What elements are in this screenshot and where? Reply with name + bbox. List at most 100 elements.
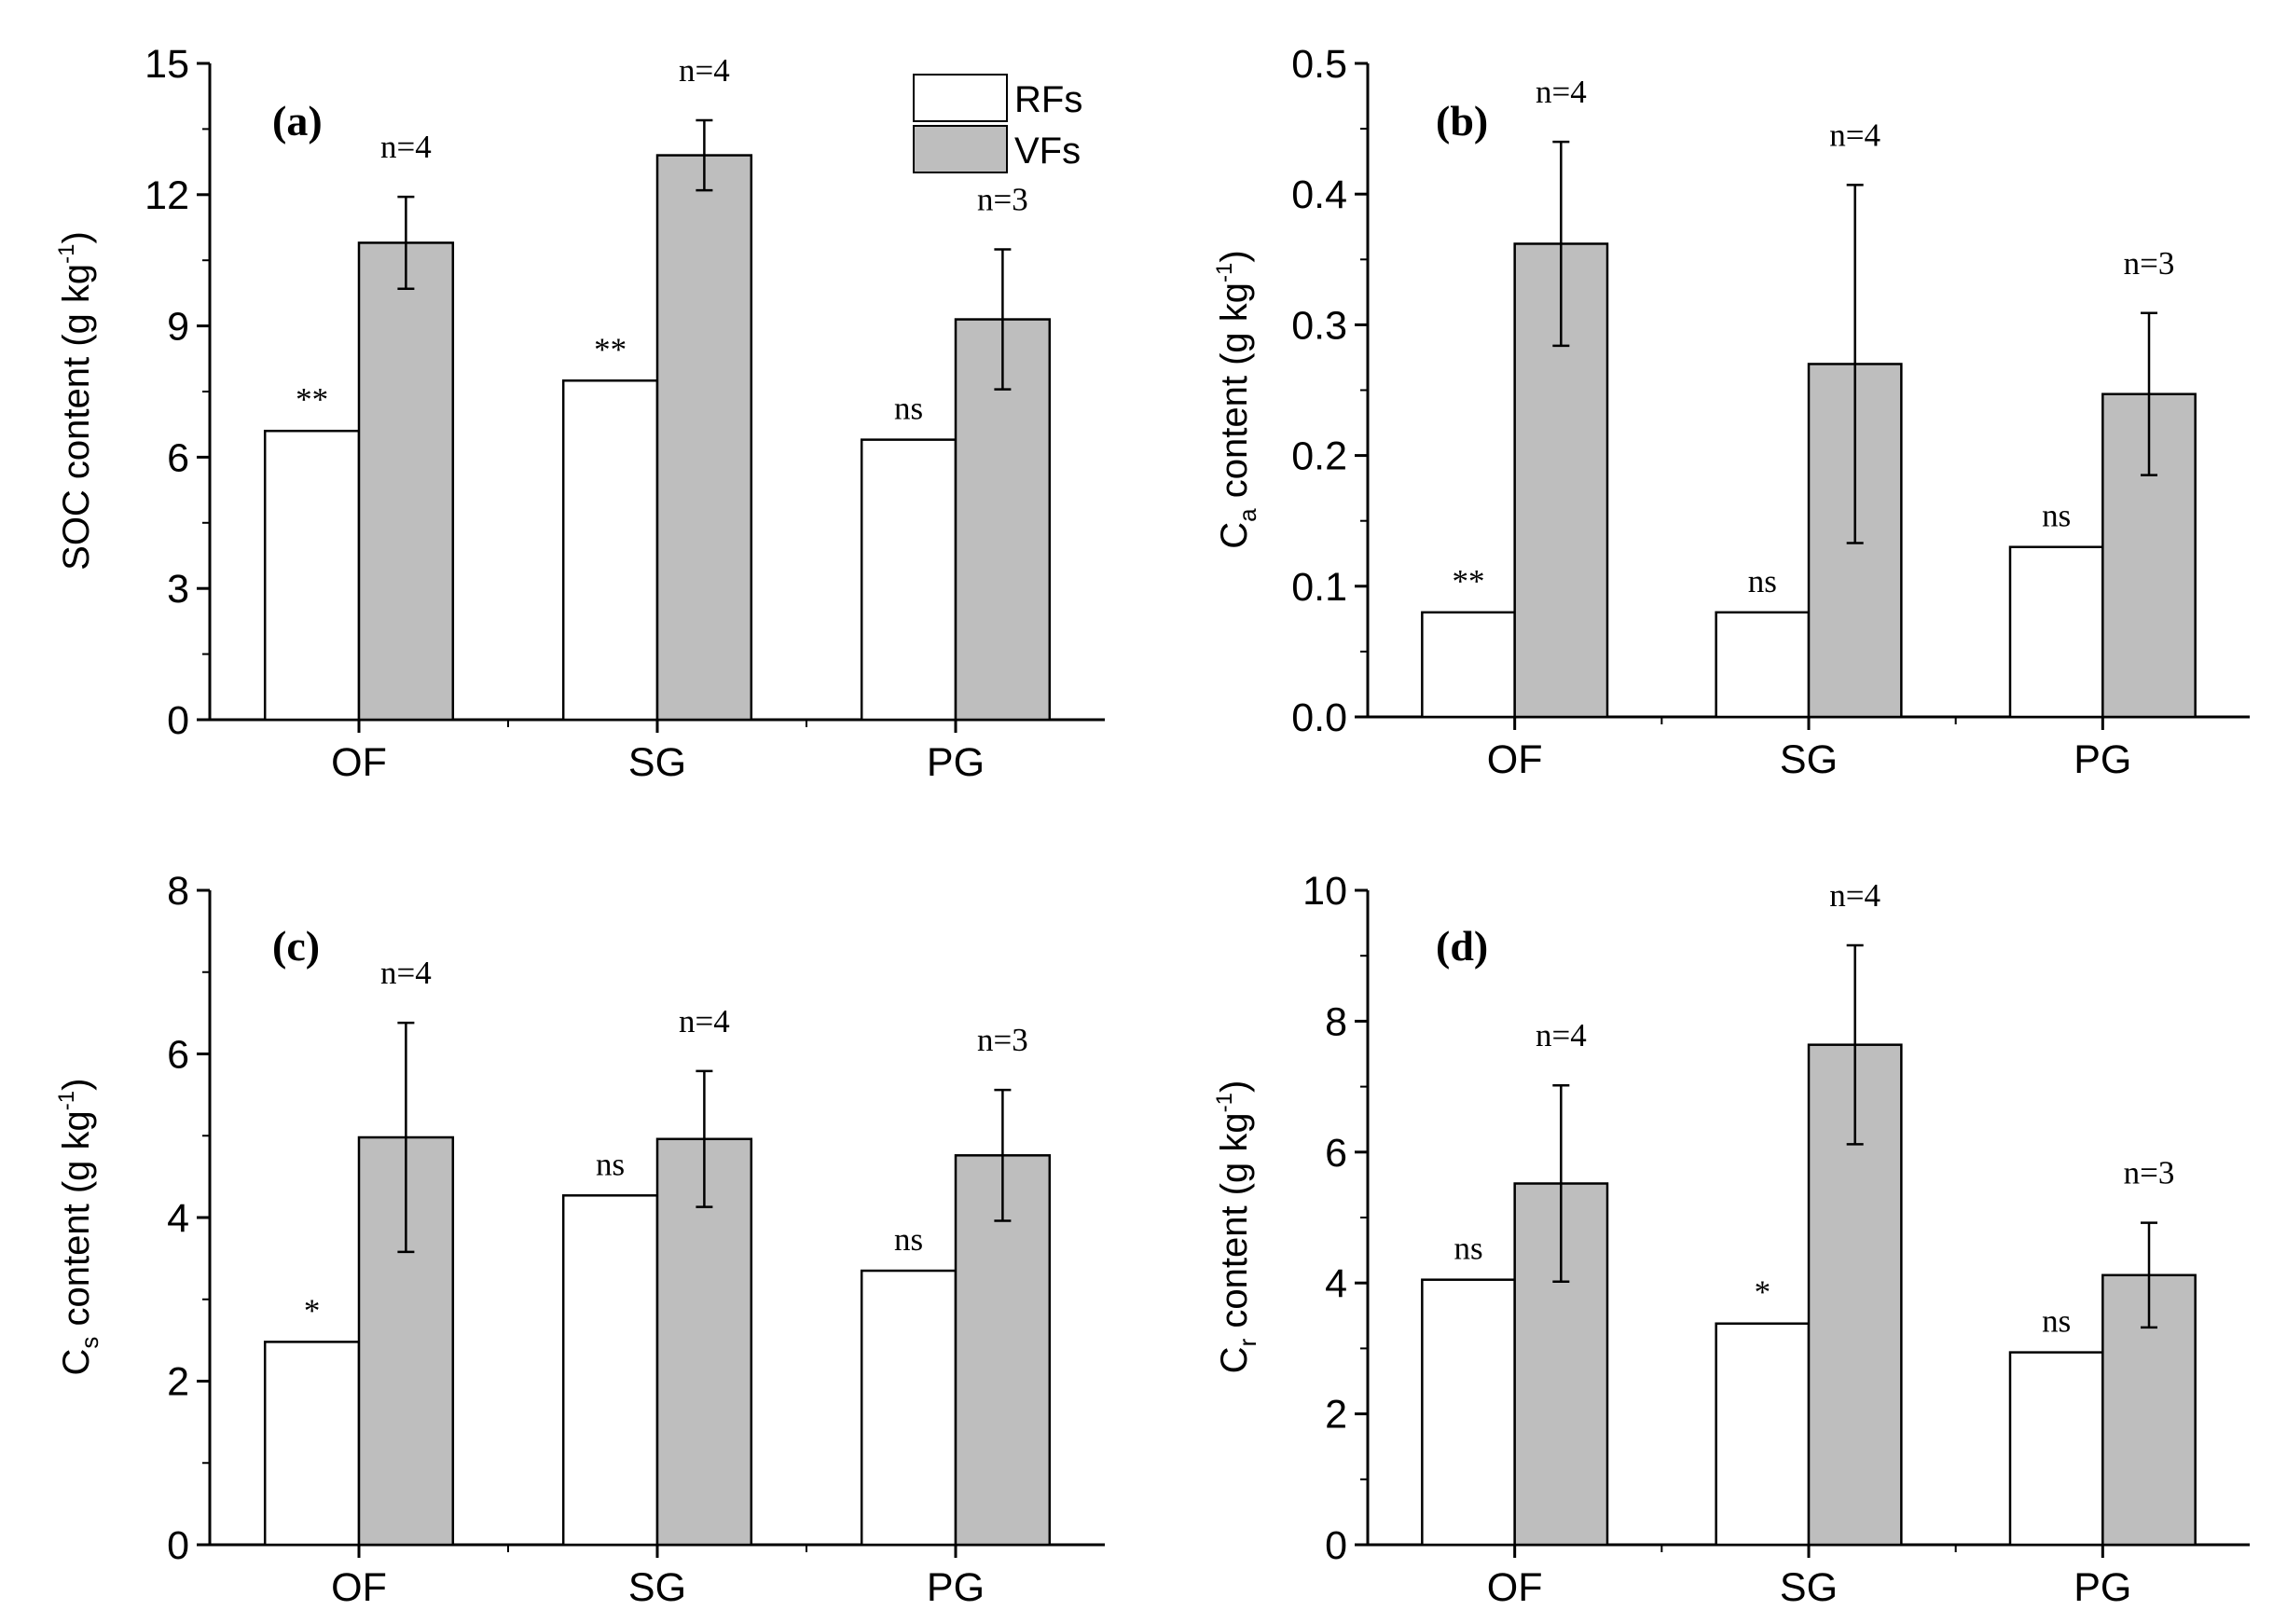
- y-axis-label-close: ): [1214, 1080, 1255, 1093]
- y-tick-label: 8: [1325, 999, 1347, 1044]
- y-axis-label-superscript: -1: [1212, 263, 1237, 282]
- panel-b: 0.0 0.1 0.2 0.3 0.4 0.5 Ca content (g kg-1) (b)…: [1212, 42, 2250, 782]
- x-tick-label: SG: [628, 740, 686, 785]
- y-axis-label-subscript: a: [1233, 508, 1261, 522]
- y-tick-label: 0.4: [1291, 172, 1347, 217]
- panel-tag: (b): [1436, 97, 1488, 145]
- bar-rfs: [1715, 1322, 1811, 1547]
- bar-rfs: [561, 1194, 659, 1547]
- x-tick-label: SG: [1780, 737, 1838, 782]
- panel-a: 0 3 6 9 12 15 SOC content (g kg-1) (a) OF n=4 ** SG…: [54, 42, 1105, 785]
- y-tick-label: 6: [167, 435, 189, 480]
- y-tick-label: 0.0: [1291, 695, 1347, 740]
- y-axis-label: SOC content (g kg-1): [54, 231, 97, 571]
- significance-label: *: [1755, 1274, 1771, 1311]
- y-axis-label: Ca content (g kg-1): [1212, 250, 1261, 548]
- bar-rfs: [263, 429, 361, 722]
- bar-rfs: [263, 1341, 361, 1547]
- sample-size-label: n=4: [1536, 74, 1587, 110]
- y-tick-label: 4: [167, 1196, 189, 1241]
- y-tick-label: 2: [1325, 1393, 1347, 1438]
- y-tick-label: 8: [167, 869, 189, 914]
- legend-label-vfs: VFs: [1014, 131, 1081, 172]
- significance-label: ns: [2042, 498, 2071, 534]
- y-axis-label-superscript: -1: [54, 1091, 79, 1110]
- legend-label-rfs: RFs: [1014, 79, 1082, 120]
- y-tick-label: 0: [1325, 1523, 1347, 1568]
- panel-tag: (c): [272, 922, 320, 970]
- significance-label: ns: [1748, 563, 1777, 599]
- sample-size-label: n=3: [2124, 1155, 2175, 1191]
- bar-vfs: [357, 241, 455, 722]
- y-axis-label-subscript: s: [76, 1337, 103, 1349]
- sample-size-label: n=3: [977, 181, 1028, 217]
- y-tick-label: 0.5: [1291, 42, 1347, 87]
- y-tick-label: 0: [167, 1523, 189, 1568]
- legend-swatch-rfs: [913, 74, 1008, 122]
- y-tick-label: 6: [1325, 1131, 1347, 1176]
- x-tick-label: PG: [927, 1565, 985, 1610]
- significance-label: ns: [894, 391, 923, 427]
- sample-size-label: n=4: [679, 52, 730, 89]
- y-tick-label: 15: [145, 42, 189, 87]
- y-axis-label-close: ): [56, 1079, 97, 1091]
- bar-rfs: [1715, 611, 1811, 719]
- y-axis-label-text: content (g kg: [1214, 1112, 1255, 1338]
- panel-d: 0 2 4 6 8 10 Cr content (g kg-1) (d) OF n=4 ns SG n=…: [1212, 869, 2250, 1610]
- sample-size-label: n=4: [1829, 117, 1881, 153]
- panel-c: 0 2 4 6 8 Cs content (g kg-1) (c) OF n=4 * SG n=4 ns…: [54, 869, 1105, 1610]
- y-tick-label: 9: [167, 305, 189, 350]
- y-axis-label-close: ): [56, 231, 97, 243]
- bar-rfs: [1421, 611, 1516, 719]
- sample-size-label: n=4: [380, 955, 432, 991]
- sample-size-label: n=3: [977, 1022, 1028, 1058]
- y-tick-label: 10: [1302, 869, 1347, 914]
- significance-label: ns: [894, 1221, 923, 1258]
- significance-label: **: [296, 381, 328, 418]
- x-tick-label: OF: [331, 740, 387, 785]
- y-axis-label-text: content (g kg: [56, 1110, 97, 1336]
- x-tick-label: OF: [331, 1565, 387, 1610]
- sample-size-label: n=4: [1536, 1017, 1587, 1053]
- bar-rfs: [860, 438, 958, 722]
- bar-rfs: [2008, 1351, 2104, 1547]
- y-axis-label-superscript: -1: [54, 243, 79, 263]
- bar-vfs: [655, 154, 753, 722]
- y-tick-label: 6: [167, 1033, 189, 1078]
- bar-rfs: [2008, 545, 2104, 719]
- legend-swatch-vfs: [913, 125, 1008, 173]
- y-axis-label-superscript: -1: [1212, 1093, 1237, 1112]
- y-tick-label: 0: [167, 698, 189, 743]
- y-tick-label: 12: [145, 173, 189, 218]
- y-tick-label: 4: [1325, 1261, 1347, 1306]
- significance-label: ns: [596, 1146, 625, 1182]
- y-axis-label-text: content (g kg: [1214, 282, 1255, 508]
- bar-rfs: [1421, 1278, 1516, 1547]
- y-tick-label: 3: [167, 567, 189, 612]
- y-axis-label: Cs content (g kg-1): [54, 1079, 103, 1376]
- y-axis-label-close: ): [1214, 250, 1255, 262]
- significance-label: *: [304, 1292, 321, 1328]
- y-tick-label: 0.2: [1291, 434, 1347, 479]
- y-tick-label: 2: [167, 1360, 189, 1405]
- sample-size-label: n=4: [380, 129, 432, 165]
- sample-size-label: n=3: [2124, 245, 2175, 282]
- panel-tag: (d): [1436, 922, 1488, 970]
- significance-label: **: [1453, 563, 1485, 599]
- y-tick-label: 0.1: [1291, 565, 1347, 610]
- sample-size-label: n=4: [679, 1003, 730, 1039]
- x-tick-label: SG: [628, 1565, 686, 1610]
- x-tick-label: PG: [2073, 1565, 2131, 1610]
- panel-tag: (a): [272, 97, 323, 145]
- significance-label: ns: [1453, 1231, 1482, 1267]
- x-tick-label: OF: [1487, 737, 1543, 782]
- bar-rfs: [860, 1269, 958, 1547]
- x-tick-label: SG: [1780, 1565, 1838, 1610]
- sample-size-label: n=4: [1829, 877, 1881, 914]
- x-tick-label: OF: [1487, 1565, 1543, 1610]
- x-tick-label: PG: [927, 740, 985, 785]
- y-axis-label-subscript: r: [1233, 1338, 1261, 1346]
- bar-rfs: [561, 379, 659, 722]
- significance-label: ns: [2042, 1303, 2071, 1340]
